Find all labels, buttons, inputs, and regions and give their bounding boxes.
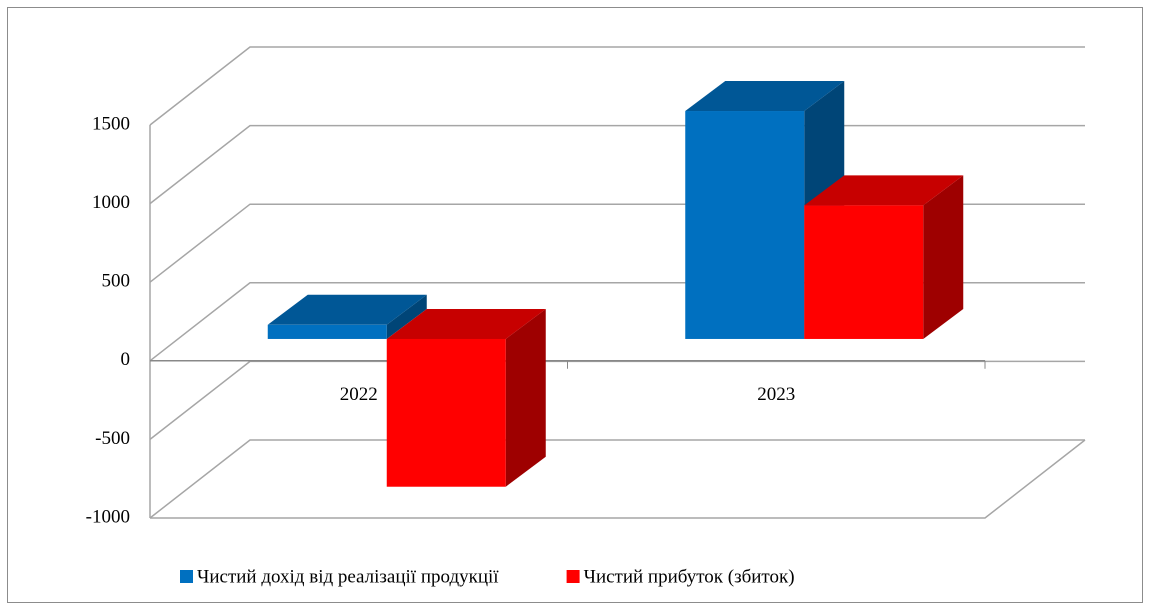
x-tick-label: 2023 xyxy=(757,384,795,405)
bar-top xyxy=(804,175,964,206)
y-tick-label: 1000 xyxy=(92,192,130,213)
bar-side xyxy=(386,294,427,339)
bar-top xyxy=(267,294,427,325)
legend-label: Чистий дохід від реалізації продукції xyxy=(197,566,499,587)
y-tick-label: -500 xyxy=(95,428,130,449)
y-tick-label: 1500 xyxy=(92,113,130,134)
chart-border xyxy=(7,7,1143,603)
legend-label: Чистий прибуток (збиток) xyxy=(584,566,795,587)
bar-side xyxy=(505,308,546,487)
grid-line xyxy=(149,46,1085,126)
legend-swatch xyxy=(566,570,580,583)
grid-line xyxy=(149,439,1085,519)
y-tick-label: 0 xyxy=(121,349,131,370)
bar-side xyxy=(923,175,964,339)
bar xyxy=(804,205,924,339)
x-tick-label: 2022 xyxy=(340,384,378,405)
bar-top xyxy=(386,308,546,339)
bar xyxy=(685,111,805,339)
floor-edge xyxy=(150,439,1086,519)
y-tick-label: 500 xyxy=(102,271,131,292)
bar xyxy=(267,324,387,339)
y-tick-label: -1000 xyxy=(86,506,130,527)
bar xyxy=(386,338,506,487)
legend-swatch xyxy=(180,570,193,583)
bar-top xyxy=(685,81,845,112)
